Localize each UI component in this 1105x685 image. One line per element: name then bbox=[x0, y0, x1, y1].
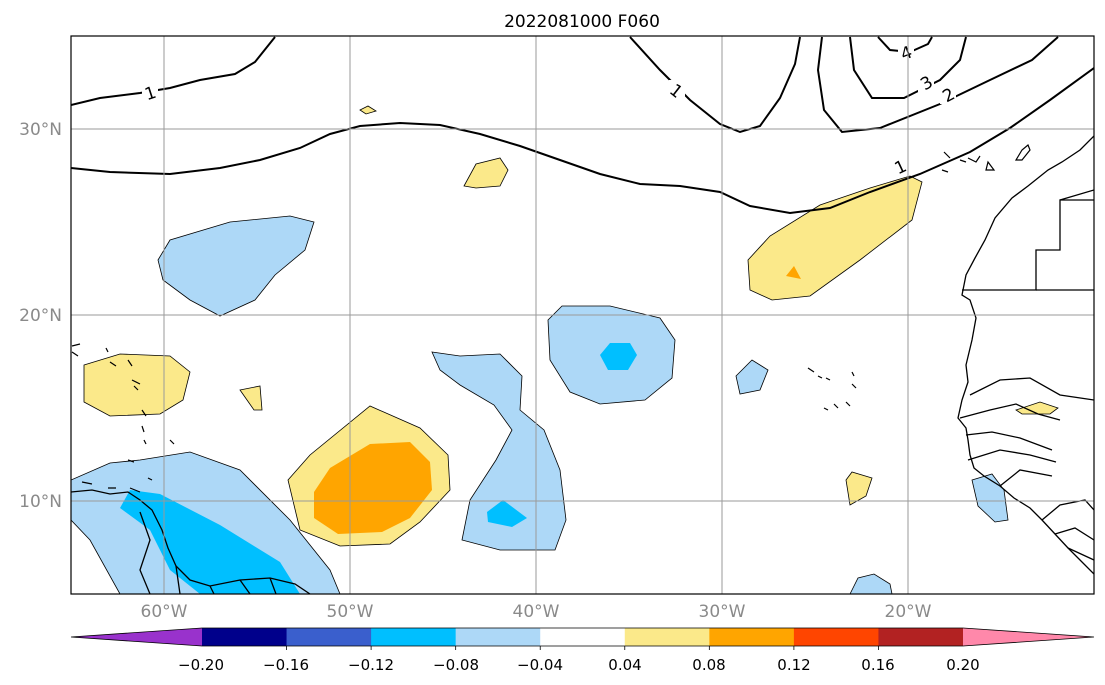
canary-islands bbox=[941, 144, 1031, 173]
anomaly-region bbox=[849, 573, 893, 594]
south-america-borders bbox=[139, 511, 277, 594]
map-area: 1 1 1 2 3 4 bbox=[71, 36, 1094, 594]
lon-label-20w: 20°W bbox=[885, 602, 932, 622]
colorbar-tick-label: 0.16 bbox=[861, 656, 894, 674]
algeria-border bbox=[1059, 189, 1094, 201]
map-frame bbox=[70, 35, 1095, 595]
gridlines bbox=[71, 36, 1094, 594]
colorbar-tick-label: −0.04 bbox=[517, 656, 563, 674]
colorbar bbox=[70, 627, 1095, 650]
figure-title: 2022081000 F060 bbox=[504, 12, 660, 32]
anomaly-region bbox=[1015, 401, 1059, 415]
colorbar-bin bbox=[878, 628, 964, 646]
cape-verde-islands bbox=[807, 367, 857, 411]
lon-label-30w: 30°W bbox=[699, 602, 746, 622]
colorbar-extend-max bbox=[963, 628, 1094, 646]
isoline-3 bbox=[849, 36, 967, 99]
anomaly-region bbox=[359, 105, 377, 115]
colorbar-bin bbox=[540, 628, 626, 646]
lon-label-50w: 50°W bbox=[327, 602, 374, 622]
colorbar-bin bbox=[624, 628, 710, 646]
colorbar-tick-label: 0.08 bbox=[692, 656, 725, 674]
colorbar-tick-label: −0.12 bbox=[348, 656, 394, 674]
lat-label-20n: 20°N bbox=[19, 306, 62, 326]
colorbar-bin bbox=[286, 628, 372, 646]
isoline-1-west bbox=[71, 36, 276, 106]
coastlines bbox=[71, 135, 1094, 594]
anomaly-core bbox=[600, 343, 637, 370]
colorbar-bin bbox=[202, 628, 288, 646]
colorbar-extend-min bbox=[71, 628, 202, 646]
islands bbox=[71, 144, 1031, 493]
colorbar-bin bbox=[371, 628, 457, 646]
colorbar-bin bbox=[793, 628, 879, 646]
isoline-2 bbox=[816, 36, 1059, 134]
anomaly-region bbox=[157, 215, 315, 317]
lat-label-10n: 10°N bbox=[19, 492, 62, 512]
west-africa-borders bbox=[959, 377, 1094, 561]
isoline-1-main bbox=[71, 67, 1094, 215]
lon-label-60w: 60°W bbox=[141, 602, 188, 622]
anomaly-region bbox=[735, 359, 769, 395]
anomaly-core bbox=[487, 500, 527, 527]
colorbar-tick-label: −0.20 bbox=[178, 656, 224, 674]
anomaly-core bbox=[120, 490, 300, 594]
africa-coastline bbox=[957, 135, 1094, 575]
colorbar-labels: −0.20 −0.16 −0.12 −0.08 −0.04 0.04 0.08 … bbox=[178, 656, 980, 674]
colorbar-tick-label: 0.04 bbox=[608, 656, 641, 674]
western-sahara-border bbox=[962, 199, 1094, 291]
anomaly-region bbox=[239, 385, 263, 411]
lon-label-40w: 40°W bbox=[513, 602, 560, 622]
anomaly-core bbox=[786, 266, 801, 279]
colorbar-outline bbox=[70, 627, 1095, 647]
lat-label-30n: 30°N bbox=[19, 120, 62, 140]
colorbar-bin bbox=[709, 628, 795, 646]
anomaly-region bbox=[463, 157, 509, 189]
caribbean-islands bbox=[71, 343, 175, 493]
colorbar-tick-label: −0.16 bbox=[263, 656, 309, 674]
colorbar-bin bbox=[455, 628, 541, 646]
colorbar-tick-label: 0.12 bbox=[777, 656, 810, 674]
colorbar-tick-label: 0.20 bbox=[946, 656, 979, 674]
colorbar-tick-label: −0.08 bbox=[433, 656, 479, 674]
anomaly-core bbox=[314, 442, 432, 534]
south-america-coastline bbox=[71, 489, 311, 594]
contour-labels: 1 1 1 2 3 4 bbox=[142, 42, 958, 179]
